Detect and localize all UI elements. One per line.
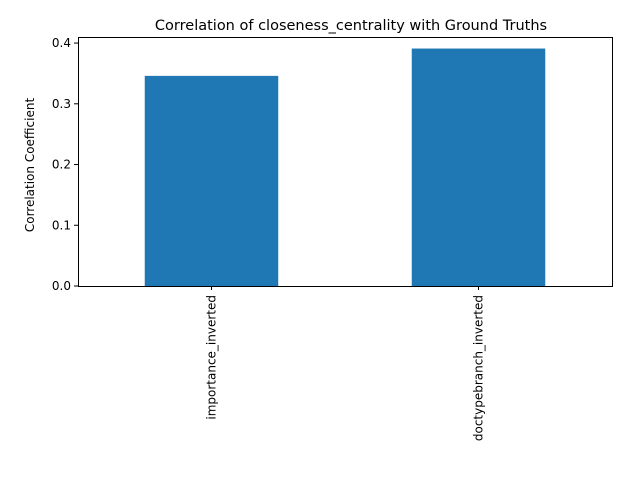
bar-importance_inverted xyxy=(144,75,279,287)
y-axis-label: Correlation Coefficient xyxy=(23,98,37,233)
bars-layer xyxy=(144,48,546,287)
plot-frame xyxy=(78,37,613,287)
y-ticks-layer: 0.0 0.1 0.2 0.3 0.4 xyxy=(52,36,78,293)
y-tick-label: 0.4 xyxy=(52,36,71,50)
y-tick-label: 0.0 xyxy=(52,279,71,293)
x-ticks-layer: importance_inverted doctypebranch_inverte… xyxy=(205,286,486,441)
y-tick-label: 0.3 xyxy=(52,97,71,111)
y-tick-label: 0.1 xyxy=(52,218,71,232)
chart-title: Correlation of closeness_centrality with… xyxy=(155,18,547,34)
x-tick-label: importance_inverted xyxy=(205,295,219,420)
y-tick-label: 0.2 xyxy=(52,158,71,172)
bar-doctypebranch_inverted xyxy=(411,48,546,286)
x-tick-label: doctypebranch_inverted xyxy=(472,295,486,441)
